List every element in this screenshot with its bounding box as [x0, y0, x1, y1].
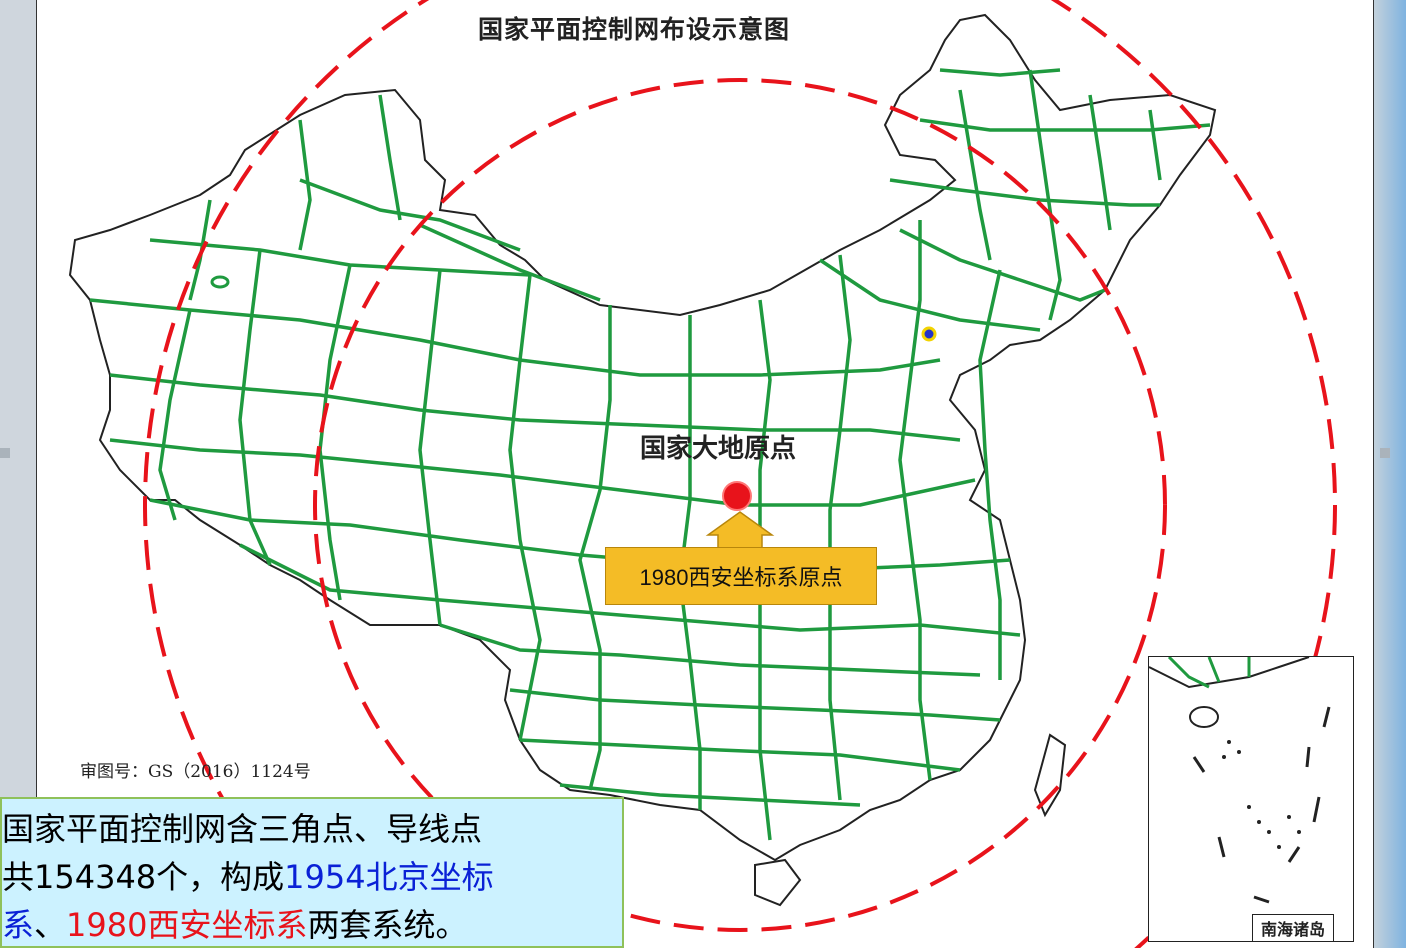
geodetic-origin-label: 国家大地原点 [640, 434, 797, 464]
info-line-3-text: 两套系统。 [307, 906, 468, 944]
beijing-1954-highlight: 1954北京坐标 [284, 858, 494, 896]
info-line-1-text: 国家平面控制网含三角点、导线点 [2, 810, 483, 848]
info-separator: 、 [34, 906, 67, 944]
resize-handle-left[interactable] [0, 448, 10, 458]
info-line-1: 国家平面控制网含三角点、导线点 [2, 805, 622, 853]
callout-pointer [705, 511, 775, 549]
xian-origin-callout: 1980西安坐标系原点 [605, 547, 877, 605]
info-textbox[interactable]: 国家平面控制网含三角点、导线点 共154348个，构成1954北京坐标 系、19… [0, 797, 624, 948]
origin-marker-icon [722, 481, 752, 511]
taiwan-island [1033, 733, 1067, 818]
country-outline [68, 13, 1217, 862]
lake-shape [210, 275, 230, 289]
hainan-island [754, 858, 802, 907]
resize-handle-right[interactable] [1380, 448, 1390, 458]
inner-range-circle [313, 78, 1167, 932]
info-line-2: 共154348个，构成1954北京坐标 [2, 853, 622, 901]
beijing-1954-highlight-cont: 系 [2, 906, 35, 944]
callout-text: 1980西安坐标系原点 [639, 565, 843, 590]
xian-1980-highlight: 1980西安坐标系 [66, 906, 308, 944]
info-line-3: 系、1980西安坐标系两套系统。 [2, 901, 622, 946]
left-window-edge [0, 0, 36, 948]
beijing-point-icon [921, 326, 937, 342]
inset-drawing [1149, 657, 1331, 904]
south-china-sea-inset [1148, 656, 1354, 942]
inset-label: 南海诸岛 [1252, 914, 1334, 942]
outer-range-circle [143, 0, 1337, 948]
control-network [89, 68, 1211, 841]
right-window-edge [1372, 0, 1406, 948]
map-title: 国家平面控制网布设示意图 [478, 15, 791, 44]
map-approval-number: 审图号：GS（2016）1124号 [80, 762, 311, 782]
info-line-2-text: 共154348个，构成 [2, 858, 285, 896]
